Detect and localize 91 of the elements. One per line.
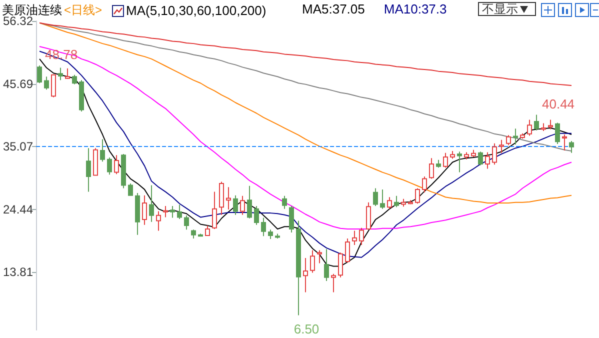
text: MA5:37.05 [302, 2, 365, 16]
y-tick-label: 56.32 [3, 14, 34, 28]
candlestick [114, 154, 119, 175]
candlestick [51, 74, 56, 98]
legend-title: MA(5,10,30,60,100,200) [126, 3, 266, 18]
candlestick [527, 119, 532, 136]
candlestick [275, 233, 280, 239]
candlestick [79, 80, 84, 112]
candlestick [135, 192, 140, 236]
candlestick [212, 191, 217, 230]
candlestick [177, 204, 182, 220]
chart-subtitle: <日线> [64, 2, 102, 19]
candlestick [170, 205, 175, 218]
text: 不显示 [482, 0, 518, 18]
candlestick [58, 67, 63, 81]
y-tick-label: 13.81 [3, 265, 34, 280]
candlestick [569, 140, 574, 154]
candlestick [457, 151, 462, 173]
candlestick [548, 119, 553, 130]
candlestick [331, 273, 336, 293]
candlestick [464, 152, 469, 160]
candlestick [282, 195, 287, 210]
candlestick [471, 149, 476, 158]
y-tick-label: 24.44 [3, 202, 34, 216]
candlestick [450, 150, 455, 160]
candlestick [359, 227, 364, 246]
candlestick [184, 214, 189, 230]
candlestick [387, 196, 392, 210]
candlestick [485, 152, 490, 170]
text: MA10:37.3 [384, 2, 447, 16]
candlestick [149, 184, 154, 222]
candlestick [366, 202, 371, 230]
candlestick [191, 229, 196, 239]
candlestick [240, 195, 245, 216]
candlestick [310, 250, 315, 274]
candlestick [163, 205, 168, 218]
y-tick-label: 45.69 [3, 76, 34, 91]
candlestick [541, 122, 546, 132]
candlestick [226, 186, 231, 210]
candlestick [254, 205, 259, 226]
candlestick [492, 142, 497, 166]
candlestick [72, 74, 77, 85]
candlestick [289, 205, 294, 234]
candlestick [233, 194, 238, 216]
candlestick [380, 188, 385, 210]
candlestick [261, 217, 266, 237]
candlestick [296, 220, 301, 316]
candlestick [555, 122, 560, 144]
candlestick [443, 152, 448, 168]
candlestick [352, 230, 357, 246]
candlestick [268, 229, 273, 240]
candlestick [436, 159, 441, 168]
y-tick-label: 35.07 [3, 140, 34, 154]
candlestick [128, 183, 133, 196]
candlestick [65, 68, 70, 80]
candlestick [156, 210, 161, 232]
candlestick [317, 250, 322, 264]
candlestick [429, 158, 434, 180]
candlestick [142, 194, 147, 226]
candlestick [506, 134, 511, 146]
candlestick [513, 128, 518, 146]
candlestick [422, 176, 427, 193]
candlestick [93, 148, 98, 176]
candlestick [198, 233, 203, 237]
candlestick [107, 157, 112, 176]
candlestick [408, 200, 413, 205]
candlestick [121, 154, 126, 189]
candlestick [534, 114, 539, 131]
candlestick [37, 65, 42, 84]
candlestick [499, 139, 504, 154]
candlestick [373, 188, 378, 206]
candlestick [520, 132, 525, 140]
candlestick [86, 148, 91, 192]
candlestick [415, 188, 420, 204]
chart-title: 美原油连续 [2, 2, 62, 17]
candlestick [303, 257, 308, 293]
candlestick [324, 248, 329, 282]
candlestick [478, 151, 483, 166]
candlestick [219, 181, 224, 216]
candlestick [401, 198, 406, 208]
candlestick [205, 224, 210, 236]
annotation: 40.44 [542, 96, 575, 112]
candlestick [247, 185, 252, 219]
candlestick [562, 134, 567, 151]
annotation: 6.50 [294, 322, 320, 337]
candlestick [394, 195, 399, 208]
candlestick [338, 252, 343, 278]
line-series [39, 22, 572, 86]
candlestick [44, 76, 49, 90]
candlestick [345, 238, 350, 264]
candlestick [100, 138, 105, 162]
